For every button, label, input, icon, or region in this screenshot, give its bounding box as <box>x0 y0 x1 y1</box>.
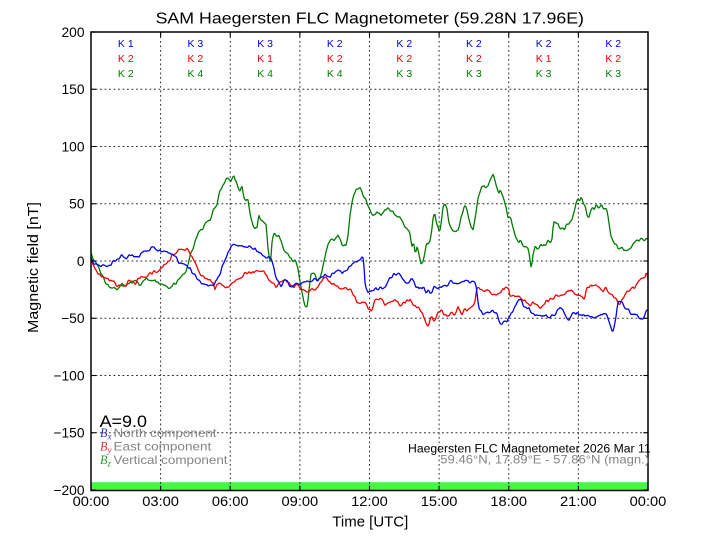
svg-text:K 1: K 1 <box>536 53 552 65</box>
svg-text:K 3: K 3 <box>257 38 273 50</box>
svg-text:−50: −50 <box>61 311 85 326</box>
svg-text:K 1: K 1 <box>118 38 134 50</box>
svg-text:K 2: K 2 <box>466 38 482 50</box>
svg-text:K 2: K 2 <box>396 38 412 50</box>
svg-text:K 2: K 2 <box>118 68 134 80</box>
svg-text:59.46°N, 17.89°E - 57.86°N (ma: 59.46°N, 17.89°E - 57.86°N (magn.) <box>440 453 649 467</box>
svg-text:50: 50 <box>69 197 85 212</box>
svg-text:15:00: 15:00 <box>421 494 458 509</box>
svg-text:−200: −200 <box>53 483 84 498</box>
svg-text:K 4: K 4 <box>327 68 343 80</box>
svg-text:K 3: K 3 <box>396 68 412 80</box>
svg-text:09:00: 09:00 <box>282 494 319 509</box>
svg-text:06:00: 06:00 <box>212 494 249 509</box>
svg-text:00:00: 00:00 <box>73 494 110 509</box>
svg-text:K 3: K 3 <box>188 38 204 50</box>
svg-text:K 1: K 1 <box>257 53 273 65</box>
svg-text:K 4: K 4 <box>257 68 273 80</box>
svg-text:Haegersten FLC Magnetometer 20: Haegersten FLC Magnetometer 2026 Mar 11 <box>408 444 651 456</box>
svg-text:18:00: 18:00 <box>490 494 527 509</box>
svg-text:K 2: K 2 <box>536 38 552 50</box>
svg-text:−100: −100 <box>53 368 84 383</box>
svg-text:Time [UTC]: Time [UTC] <box>332 514 408 530</box>
svg-text:200: 200 <box>61 25 84 40</box>
svg-text:K 2: K 2 <box>118 53 134 65</box>
svg-text:K 3: K 3 <box>536 68 552 80</box>
svg-text:K 2: K 2 <box>327 53 343 65</box>
svg-text:150: 150 <box>61 82 84 97</box>
svg-text:K 3: K 3 <box>605 68 621 80</box>
svg-text:21:00: 21:00 <box>560 494 597 509</box>
svg-text:K 2: K 2 <box>466 53 482 65</box>
svg-text:Magnetic field [nT]: Magnetic field [nT] <box>26 202 42 333</box>
svg-text:00:00: 00:00 <box>630 494 667 509</box>
svg-text:K 2: K 2 <box>396 53 412 65</box>
svg-text:K 2: K 2 <box>605 53 621 65</box>
svg-text:K 2: K 2 <box>605 38 621 50</box>
svg-text:A=9.0: A=9.0 <box>100 413 147 431</box>
svg-text:K 2: K 2 <box>188 53 204 65</box>
svg-text:12:00: 12:00 <box>351 494 388 509</box>
svg-text:SAM Haegersten FLC Magnetomete: SAM Haegersten FLC Magnetometer (59.28N … <box>156 11 584 28</box>
svg-text:K 3: K 3 <box>466 68 482 80</box>
svg-text:0: 0 <box>77 254 85 269</box>
svg-text:K 4: K 4 <box>188 68 204 80</box>
svg-text:100: 100 <box>61 139 84 154</box>
svg-text:03:00: 03:00 <box>142 494 179 509</box>
svg-text:K 2: K 2 <box>327 38 343 50</box>
svg-text:−150: −150 <box>53 426 84 441</box>
